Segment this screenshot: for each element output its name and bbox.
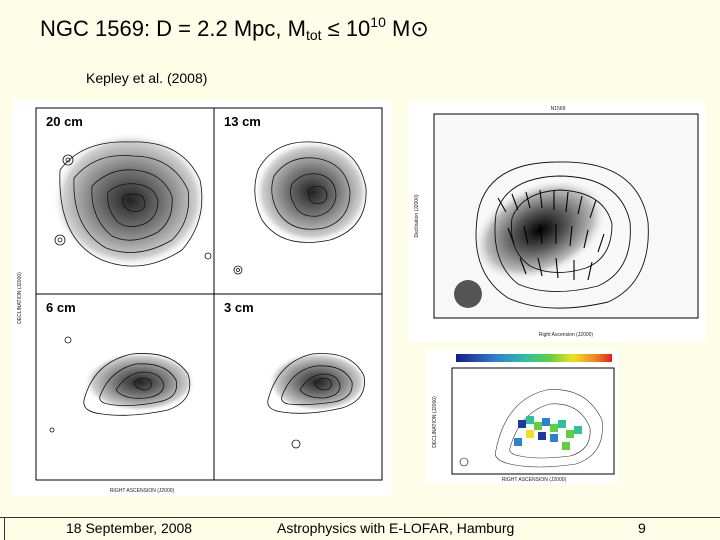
footer-event: Astrophysics with E-LOFAR, Hamburg <box>277 520 515 536</box>
panel-label-13cm: 13 cm <box>224 114 261 129</box>
panel-label-6cm: 6 cm <box>46 300 76 315</box>
polarization-header: N1569 <box>551 106 566 112</box>
rotation-measure-figure: DECLINATION (J2000) RIGHT ASCENSION (J20… <box>426 350 618 484</box>
rm-axis-x-label: RIGHT ASCENSION (J2000) <box>502 477 567 483</box>
polarization-axis-y-label: Declination (J2000) <box>414 194 420 237</box>
citation: Kepley et al. (2008) <box>86 70 208 86</box>
panel-6cm: 6 cm <box>35 293 215 481</box>
continuum-axis-x-label: RIGHT ASCENSION (J2000) <box>110 488 175 494</box>
polarization-map-svg: N1569 Declination (J2000) Right Ascensio… <box>414 106 699 338</box>
title-exponent: 10 <box>370 14 386 30</box>
panel-3cm: 3 cm <box>213 293 383 481</box>
panel-20cm: 20 cm <box>35 107 215 295</box>
slide-title: NGC 1569: D = 2.2 Mpc, Mtot ≤ 1010 M⊙ <box>40 14 429 43</box>
continuum-axis-y-label: DECLINATION (J2000) <box>17 272 23 324</box>
title-unit: M <box>385 16 411 41</box>
title-relation: ≤ 10 <box>321 16 371 41</box>
footer-page-number: 9 <box>638 520 646 536</box>
panel-label-3cm: 3 cm <box>224 300 254 315</box>
footer-date: 18 September, 2008 <box>66 520 193 536</box>
continuum-maps-figure: DECLINATION (J2000) RIGHT ASCENSION (J20… <box>12 100 392 496</box>
continuum-maps-svg: DECLINATION (J2000) RIGHT ASCENSION (J20… <box>17 107 383 494</box>
rm-pixels <box>514 416 582 450</box>
panel-label-20cm: 20 cm <box>46 114 83 129</box>
polarization-map-figure: N1569 Declination (J2000) Right Ascensio… <box>408 102 706 342</box>
rm-axis-y-label: DECLINATION (J2000) <box>432 396 438 448</box>
polarization-axis-x-label: Right Ascension (J2000) <box>539 332 594 338</box>
panel-13cm: 13 cm <box>213 107 383 295</box>
title-prefix: NGC 1569: D = 2.2 Mpc, M <box>40 16 306 41</box>
colorbar <box>456 354 612 362</box>
rotation-measure-svg: DECLINATION (J2000) RIGHT ASCENSION (J20… <box>432 354 615 483</box>
footer-divider <box>0 517 720 518</box>
footer-left-tick <box>4 517 5 540</box>
title-subscript: tot <box>305 27 322 43</box>
sun-symbol-icon: ⊙ <box>410 16 429 41</box>
beam-circle <box>454 280 482 308</box>
